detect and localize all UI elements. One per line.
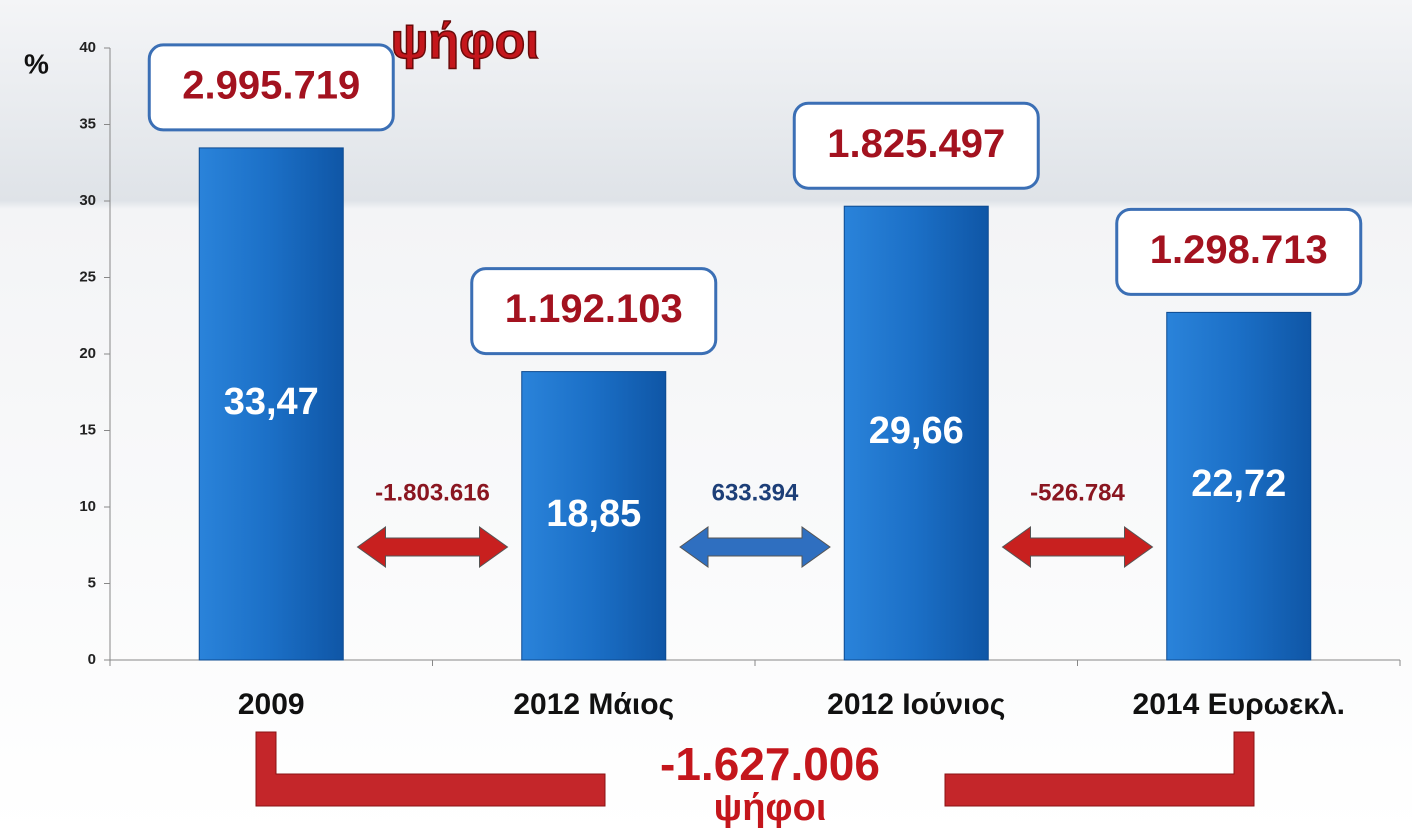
vote-box — [792, 101, 1040, 190]
y-tick-label: 30 — [79, 192, 96, 209]
y-tick-label: 15 — [79, 421, 96, 438]
bar — [521, 371, 667, 661]
value-label: 22,72 — [1191, 463, 1286, 505]
x-tick-label: 2014 Ευρωεκλ. — [1133, 688, 1345, 721]
x-tick-label: 2009 — [238, 688, 305, 721]
bar — [1166, 311, 1312, 661]
value-label: 18,85 — [546, 493, 641, 535]
y-tick-label: 10 — [79, 498, 96, 515]
difference-label: 633.394 — [712, 479, 799, 506]
value-label: 29,66 — [869, 410, 964, 452]
votes-unit: ψήφοι — [391, 13, 539, 69]
vote-label: 1.825.497 — [827, 122, 1005, 166]
vote-box — [147, 43, 395, 132]
y-tick-label: 40 — [79, 39, 96, 56]
x-tick-label: 2012 Ιούνιος — [827, 688, 1005, 721]
y-tick-label: 35 — [79, 115, 96, 132]
vote-box — [1115, 207, 1363, 296]
vote-box — [470, 267, 718, 356]
double-arrow — [1001, 526, 1154, 568]
value-label: 33,47 — [224, 381, 319, 423]
double-arrow — [356, 526, 509, 568]
double-arrow — [679, 526, 831, 568]
vote-label: 2.995.719 — [182, 63, 360, 107]
y-axis-label: % — [24, 48, 49, 79]
y-tick-label: 25 — [79, 268, 96, 285]
vote-label: 1.192.103 — [505, 287, 683, 331]
total-unit: ψήφοι — [714, 787, 827, 829]
total-difference: -1.627.006 — [660, 738, 880, 790]
vote-label: 1.298.713 — [1150, 228, 1328, 272]
y-tick-label: 0 — [88, 651, 96, 668]
y-tick-label: 5 — [88, 574, 96, 591]
x-tick-label: 2012 Μάιος — [513, 688, 674, 721]
y-tick-label: 20 — [79, 345, 96, 362]
difference-label: -526.784 — [1030, 479, 1125, 506]
difference-label: -1.803.616 — [375, 479, 490, 506]
bar — [843, 205, 989, 661]
total-bracket — [255, 731, 1255, 807]
bar — [198, 147, 344, 661]
